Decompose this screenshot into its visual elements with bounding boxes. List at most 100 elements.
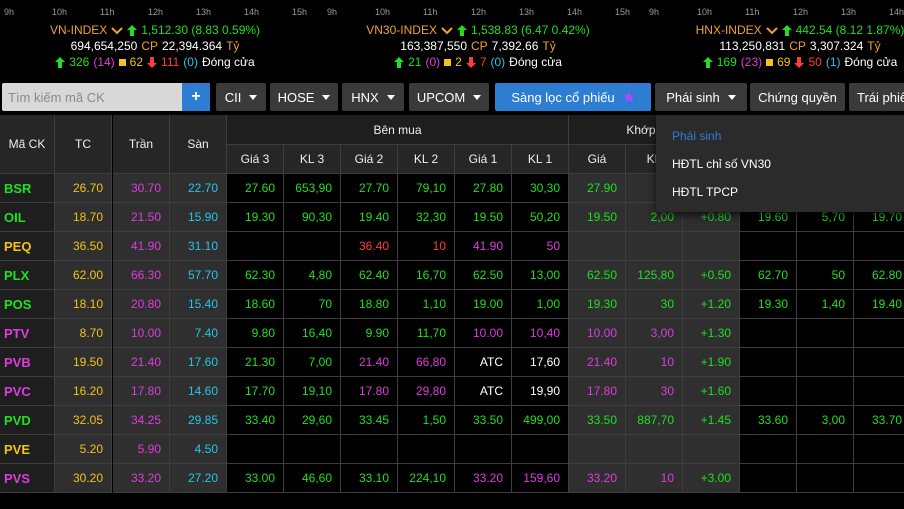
data-cell: 62.30: [227, 261, 284, 290]
time-tick: 14h: [244, 7, 260, 17]
dropdown-item[interactable]: Phái sinh: [672, 129, 722, 143]
data-cell: [797, 348, 854, 377]
add-button[interactable]: +: [182, 83, 210, 111]
data-cell: 34.25: [113, 406, 170, 435]
data-cell: 66.30: [113, 261, 170, 290]
data-cell: 5.20: [55, 435, 112, 464]
symbol-cell[interactable]: OIL: [0, 203, 55, 232]
time-tick: 12h: [148, 7, 164, 17]
toolbar-button[interactable]: Phái sinh: [655, 83, 747, 111]
index-line: VN30-INDEX 1,538.83 (6.47 0.42%): [323, 22, 633, 38]
data-cell: [626, 232, 683, 261]
data-cell: 8.70: [55, 319, 112, 348]
toolbar-button[interactable]: Chứng quyền: [750, 83, 845, 111]
down-count: 111: [161, 55, 180, 69]
symbol-cell[interactable]: BSR: [0, 174, 55, 203]
toolbar-button[interactable]: Trái phiếu: [849, 83, 904, 111]
symbol-cell[interactable]: PVS: [0, 464, 55, 493]
symbol-cell[interactable]: PEQ: [0, 232, 55, 261]
data-cell: 33.50: [569, 406, 626, 435]
up-count: 326: [69, 55, 90, 69]
toolbar-button[interactable]: UPCOM: [409, 83, 489, 111]
arrow-up: [781, 24, 792, 36]
toolbar-button[interactable]: HOSE: [270, 83, 338, 111]
data-cell: [740, 232, 797, 261]
toolbar-button[interactable]: HNX: [342, 83, 404, 111]
data-cell: 7,00: [284, 348, 341, 377]
symbol-cell[interactable]: PVE: [0, 435, 55, 464]
data-cell: [569, 232, 626, 261]
data-cell: 20.80: [113, 290, 170, 319]
data-cell: 62.00: [55, 261, 112, 290]
up-count: 21: [408, 55, 422, 69]
data-cell: 30: [626, 377, 683, 406]
index-line: 163,387,550 CP 7,392.66 Tỷ: [323, 38, 633, 54]
sub-header: KL 1: [512, 145, 569, 174]
data-cell: +3.00: [683, 464, 740, 493]
status: Đóng cửa: [844, 55, 898, 69]
symbol-cell[interactable]: PLX: [0, 261, 55, 290]
data-cell: 18.80: [341, 290, 398, 319]
arrow-down: [794, 56, 805, 68]
index-value: 442.54 (8.12 1.87%): [795, 23, 904, 37]
ref-count: 62: [129, 55, 144, 69]
data-cell: 19.30: [569, 290, 626, 319]
column-header: Trần: [113, 115, 170, 174]
cp-label: CP: [141, 39, 158, 53]
data-cell: 10.00: [455, 319, 512, 348]
symbol-cell[interactable]: POS: [0, 290, 55, 319]
data-cell: 1,40: [797, 290, 854, 319]
time-tick: 9h: [649, 7, 660, 17]
data-cell: 14.60: [170, 377, 227, 406]
data-cell: 224,10: [398, 464, 455, 493]
button-label: HNX: [351, 89, 379, 105]
data-cell: 50: [512, 232, 569, 261]
data-cell: 29,60: [284, 406, 341, 435]
time-tick: 13h: [841, 7, 857, 17]
data-cell: 30,30: [512, 174, 569, 203]
data-cell: ATC: [455, 348, 512, 377]
data-cell: 33.60: [740, 406, 797, 435]
chevron: [765, 26, 778, 34]
data-cell: [569, 435, 626, 464]
caret: [249, 94, 258, 100]
caret: [473, 94, 482, 100]
data-cell: 33.40: [227, 406, 284, 435]
ref-square: [444, 58, 452, 66]
index-line: HNX-INDEX 442.54 (8.12 1.87%): [645, 22, 904, 38]
toolbar-button[interactable]: CII: [216, 83, 266, 111]
data-cell: 57.70: [170, 261, 227, 290]
data-cell: 50,20: [512, 203, 569, 232]
time-tick: 14h: [567, 7, 583, 17]
dropdown-item[interactable]: HĐTL TPCP: [672, 185, 739, 199]
search-input[interactable]: Tìm kiếm mã CK: [2, 83, 182, 111]
data-cell: 653,90: [284, 174, 341, 203]
data-cell: 33.50: [455, 406, 512, 435]
data-cell: 18.60: [227, 290, 284, 319]
sub-header: Giá 3: [227, 145, 284, 174]
data-cell: +1.90: [683, 348, 740, 377]
toolbar-button[interactable]: Sàng lọc cổ phiếu: [495, 83, 651, 111]
data-cell: 10: [626, 348, 683, 377]
data-cell: 27.80: [455, 174, 512, 203]
data-cell: 887,70: [626, 406, 683, 435]
data-cell: 33.20: [113, 464, 170, 493]
data-cell: [227, 435, 284, 464]
data-cell: 33.70: [854, 406, 904, 435]
data-cell: 62.40: [341, 261, 398, 290]
data-cell: 30: [626, 290, 683, 319]
dropdown-item[interactable]: HĐTL chỉ số VN30: [672, 157, 771, 171]
data-cell: 30.70: [113, 174, 170, 203]
symbol-cell[interactable]: PVD: [0, 406, 55, 435]
data-cell: 19,10: [284, 377, 341, 406]
data-cell: [854, 377, 904, 406]
symbol-cell[interactable]: PVB: [0, 348, 55, 377]
symbol-cell[interactable]: PVC: [0, 377, 55, 406]
data-cell: +1.45: [683, 406, 740, 435]
data-cell: [683, 232, 740, 261]
symbol-cell[interactable]: PTV: [0, 319, 55, 348]
arrow-up: [55, 56, 66, 68]
sub-header: Giá: [569, 145, 626, 174]
data-cell: 16,40: [284, 319, 341, 348]
data-cell: [854, 319, 904, 348]
